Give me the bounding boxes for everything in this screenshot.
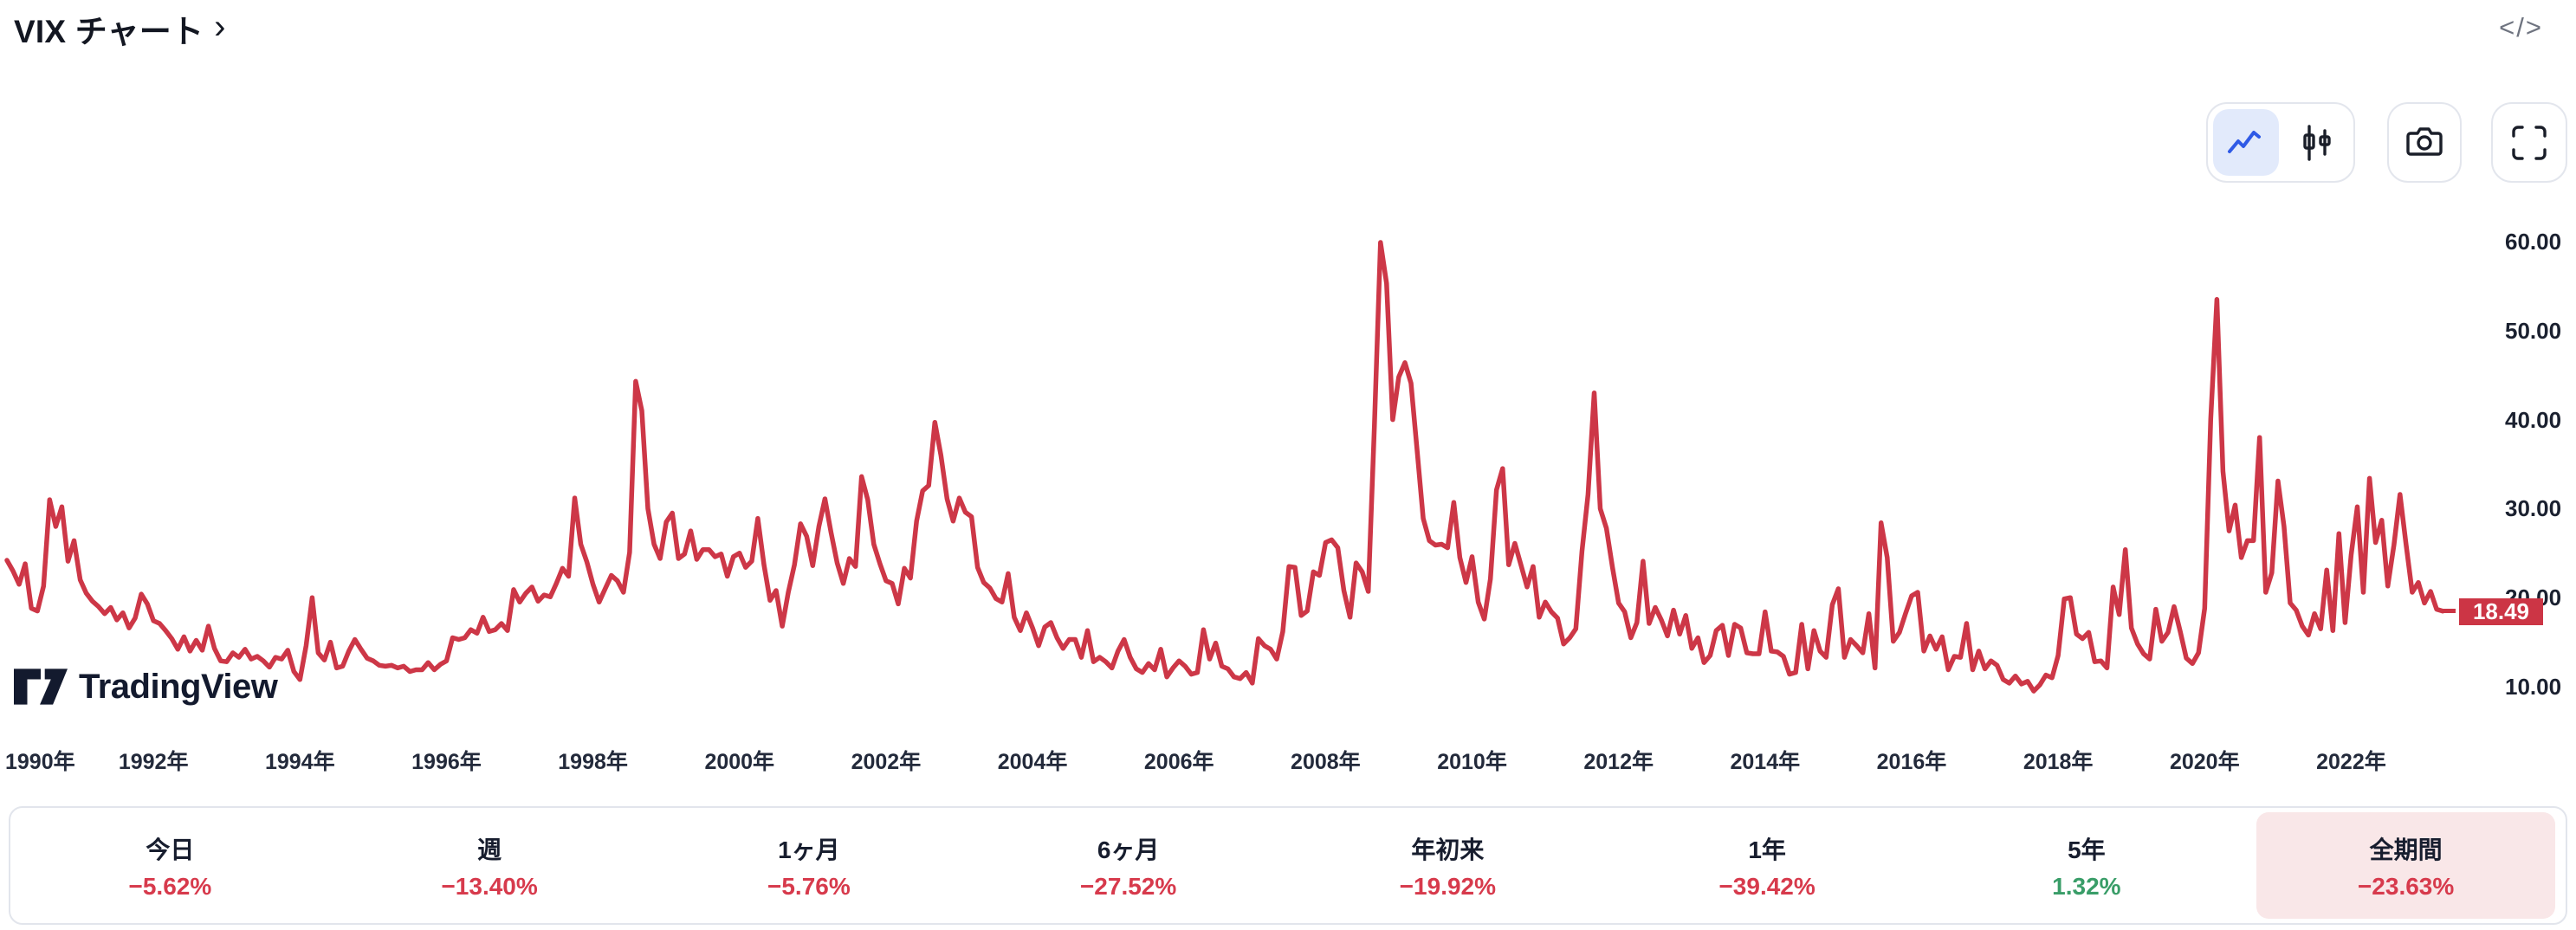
stat-value: −39.42% bbox=[1718, 872, 1815, 900]
embed-code-icon[interactable]: </> bbox=[2499, 12, 2543, 42]
tradingview-logo-link[interactable]: TradingView bbox=[14, 667, 278, 707]
stat-1-year[interactable]: 1年 −39.42% bbox=[1608, 808, 1927, 923]
last-price-tick bbox=[2443, 609, 2456, 613]
time-axis-label: 2014年 bbox=[1730, 750, 1801, 774]
stat-label: 全期間 bbox=[2369, 836, 2443, 863]
stat-today[interactable]: 今日 −5.62% bbox=[10, 808, 330, 923]
time-axis-label: 2002年 bbox=[851, 750, 922, 774]
line-chart-icon bbox=[2228, 130, 2261, 153]
stat-all-time[interactable]: 全期間 −23.63% bbox=[2246, 808, 2566, 923]
price-axis-label: 40.00 bbox=[2505, 406, 2562, 433]
price-axis-label: 50.00 bbox=[2505, 317, 2562, 344]
time-axis-label: 2020年 bbox=[2169, 750, 2240, 774]
stat-value: −5.62% bbox=[128, 872, 212, 900]
camera-icon bbox=[2406, 126, 2443, 156]
candlestick-icon bbox=[2303, 124, 2331, 161]
time-axis-label: 2000年 bbox=[704, 750, 775, 774]
time-axis-label: 2004年 bbox=[997, 750, 1068, 774]
page-title: VIX チャート bbox=[14, 14, 204, 49]
candlestick-chart-type-button[interactable] bbox=[2281, 104, 2353, 181]
stat-5-years[interactable]: 5年 1.32% bbox=[1927, 808, 2247, 923]
tradingview-logo-text: TradingView bbox=[79, 667, 278, 706]
stat-label: 1年 bbox=[1748, 836, 1786, 863]
time-axis-label: 2012年 bbox=[1583, 750, 1654, 774]
stat-label: 1ヶ月 bbox=[778, 836, 840, 863]
time-axis-label: 2008年 bbox=[1291, 750, 1361, 774]
stat-value: 1.32% bbox=[2052, 872, 2121, 900]
time-axis-label: 2022年 bbox=[2316, 750, 2386, 774]
time-axis-label: 1990年 bbox=[5, 750, 75, 774]
stat-value: −27.52% bbox=[1079, 872, 1177, 900]
price-axis-label: 10.00 bbox=[2505, 674, 2562, 700]
stat-label: 5年 bbox=[2068, 836, 2106, 863]
stat-6-months[interactable]: 6ヶ月 −27.52% bbox=[968, 808, 1288, 923]
time-axis-label: 2018年 bbox=[2023, 750, 2094, 774]
stat-value: −19.92% bbox=[1399, 872, 1497, 900]
stat-1-month[interactable]: 1ヶ月 −5.76% bbox=[650, 808, 969, 923]
stat-value: −23.63% bbox=[2357, 872, 2455, 900]
snapshot-button[interactable] bbox=[2387, 102, 2462, 183]
performance-stats-bar: 今日 −5.62% 週 −13.40% 1ヶ月 −5.76% 6ヶ月 −27.5… bbox=[9, 806, 2567, 925]
price-axis-label: 60.00 bbox=[2505, 229, 2562, 255]
stat-value: −5.76% bbox=[767, 872, 851, 900]
fullscreen-button[interactable] bbox=[2491, 102, 2567, 183]
time-axis-label: 1996年 bbox=[411, 750, 482, 774]
stat-label: 週 bbox=[477, 836, 502, 863]
time-axis-label: 2010年 bbox=[1437, 750, 1507, 774]
fullscreen-icon bbox=[2512, 125, 2547, 160]
time-axis-label: 2016年 bbox=[1876, 750, 1947, 774]
tradingview-logo-icon bbox=[14, 668, 68, 705]
stat-label: 6ヶ月 bbox=[1097, 836, 1160, 863]
chart-type-segmented-control bbox=[2206, 102, 2355, 183]
time-axis-label: 2006年 bbox=[1143, 750, 1214, 774]
time-axis-label: 1994年 bbox=[264, 750, 335, 774]
stat-label: 年初来 bbox=[1411, 836, 1485, 863]
stat-value: −13.40% bbox=[441, 872, 538, 900]
chevron-right-icon: › bbox=[214, 8, 226, 46]
last-price-badge: 18.49 bbox=[2459, 598, 2543, 625]
stat-label: 今日 bbox=[146, 836, 195, 863]
price-axis-label: 30.00 bbox=[2505, 495, 2562, 522]
page-title-link[interactable]: VIX チャート › bbox=[14, 5, 226, 52]
stat-week[interactable]: 週 −13.40% bbox=[330, 808, 650, 923]
time-axis-label: 1992年 bbox=[118, 750, 189, 774]
time-axis-label: 1998年 bbox=[558, 750, 628, 774]
line-chart-type-button[interactable] bbox=[2208, 104, 2281, 181]
stat-ytd[interactable]: 年初来 −19.92% bbox=[1288, 808, 1608, 923]
